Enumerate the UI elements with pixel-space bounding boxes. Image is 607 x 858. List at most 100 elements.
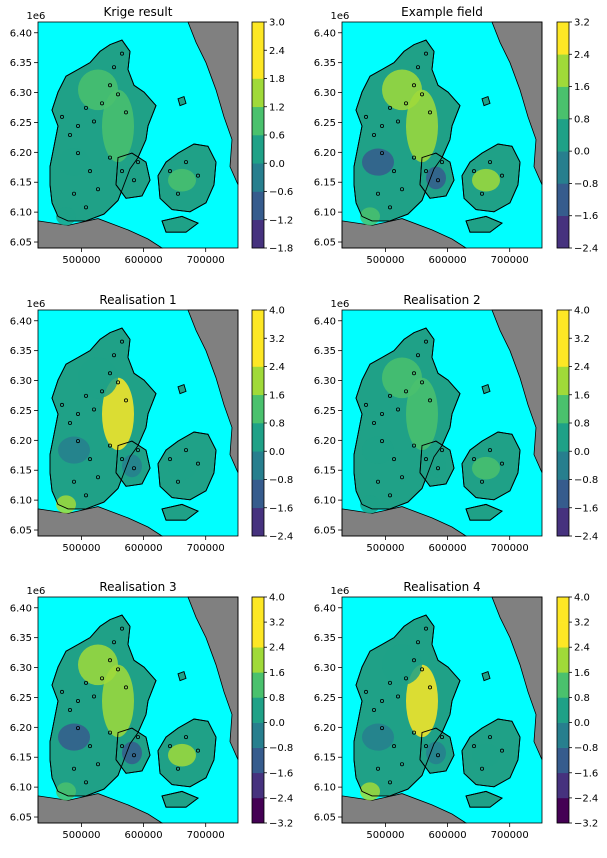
station-marker	[124, 398, 129, 403]
y-tick-label: 6.15	[10, 753, 32, 764]
station-marker	[92, 407, 97, 412]
colorbar-tick-label: 2.4	[574, 362, 590, 373]
station-marker	[84, 205, 89, 210]
bornholm-field	[481, 96, 491, 107]
station-marker	[167, 169, 172, 174]
station-marker	[391, 457, 396, 462]
panel-6: Realisation 4 500000 600000 700000 6.05 6.10 6…	[314, 580, 599, 841]
y-tick-label: 6.20	[10, 436, 32, 447]
station-marker	[371, 708, 376, 713]
station-marker	[379, 411, 384, 416]
y-tick-label: 6.40	[10, 603, 32, 614]
y-tick-label: 6.15	[10, 466, 32, 477]
colorbar-band	[252, 219, 264, 249]
field-contour	[472, 743, 500, 767]
axes-frame	[341, 309, 543, 537]
x-tick-label: 700000	[187, 830, 225, 841]
station-marker	[72, 766, 77, 771]
station-marker	[499, 748, 504, 753]
station-marker	[419, 92, 424, 97]
axes-frame	[37, 309, 239, 537]
station-marker	[423, 339, 428, 344]
colorbar-tick-label: −2.4	[269, 793, 293, 804]
colorbar-tick-label: 4.0	[269, 306, 285, 317]
y-tick-label: 6.30	[314, 88, 336, 99]
y-tick-label: 6.15	[314, 466, 336, 477]
station-marker	[471, 457, 476, 462]
chart-title: Realisation 1	[99, 293, 176, 307]
station-marker	[379, 439, 384, 444]
y-tick-label: 6.25	[10, 118, 32, 129]
station-marker	[68, 708, 73, 713]
field-contour	[382, 69, 422, 111]
x-tick-label: 700000	[491, 830, 529, 841]
station-marker	[195, 748, 200, 753]
station-marker	[96, 762, 101, 767]
y-tick-label: 6.20	[314, 723, 336, 734]
station-marker	[183, 448, 188, 453]
field-contour	[78, 69, 118, 111]
station-marker	[379, 123, 384, 128]
y-tick-label: 6.35	[314, 58, 336, 69]
x-tick-label: 500000	[62, 543, 100, 554]
station-marker	[479, 766, 484, 771]
colorbar-band	[557, 647, 569, 673]
colorbar-tick-label: −0.8	[574, 179, 598, 190]
field-contour	[406, 664, 438, 738]
colorbar-tick-label: −0.6	[269, 187, 293, 198]
field-contour	[406, 89, 438, 163]
colorbar-tick-label: −1.6	[269, 768, 293, 779]
station-marker	[60, 114, 65, 119]
station-marker	[96, 475, 101, 480]
station-marker	[371, 420, 376, 425]
station-marker	[411, 730, 416, 735]
colorbar-tick-label: 0.8	[574, 114, 590, 125]
field-contour	[78, 357, 118, 399]
station-marker	[439, 448, 444, 453]
colorbar-band	[557, 118, 569, 152]
y-tick-label: 6.25	[314, 693, 336, 704]
y-tick-label: 6.25	[10, 693, 32, 704]
station-marker	[487, 160, 492, 165]
field-contour	[168, 743, 196, 767]
jutland-coastline	[49, 39, 157, 222]
station-marker	[84, 393, 89, 398]
colorbar-tick-label: −0.8	[269, 475, 293, 486]
station-marker	[499, 461, 504, 466]
station-marker	[423, 51, 428, 56]
station-marker	[371, 132, 376, 137]
colorbar-tick-label: −2.4	[269, 532, 293, 543]
colorbar-tick-label: 1.6	[574, 390, 590, 401]
station-marker	[92, 119, 97, 124]
colorbar-tick-label: −2.4	[574, 793, 598, 804]
colorbar-tick-label: 2.4	[269, 643, 285, 654]
y-tick-label: 6.05	[314, 238, 336, 249]
station-marker	[72, 479, 77, 484]
jutland-coastline	[353, 327, 461, 510]
station-marker	[375, 479, 380, 484]
station-marker	[84, 105, 89, 110]
y-tick-label: 6.35	[10, 58, 32, 69]
colorbar-tick-label: 1.8	[269, 74, 285, 85]
station-marker	[395, 407, 400, 412]
station-marker	[120, 626, 125, 631]
x-tick-label: 500000	[62, 255, 100, 266]
zealand-coastline	[157, 718, 217, 788]
x-tick-label: 500000	[366, 255, 404, 266]
chart-title: Realisation 3	[99, 580, 176, 594]
y-tick-label: 6.40	[10, 28, 32, 39]
panel-5: Realisation 3 500000 600000 700000 6.05 6.10 6…	[10, 580, 294, 841]
station-marker	[435, 466, 440, 471]
station-marker	[487, 735, 492, 740]
y-tick-label: 6.10	[10, 208, 32, 219]
station-marker	[427, 398, 432, 403]
colorbar-band	[557, 747, 569, 774]
station-marker	[399, 475, 404, 480]
colorbar-band	[557, 151, 569, 184]
station-marker	[120, 51, 125, 56]
station-marker	[439, 160, 444, 165]
y-tick-label: 6.30	[314, 663, 336, 674]
colorbar-tick-label: −3.2	[269, 819, 293, 830]
station-marker	[100, 389, 105, 394]
